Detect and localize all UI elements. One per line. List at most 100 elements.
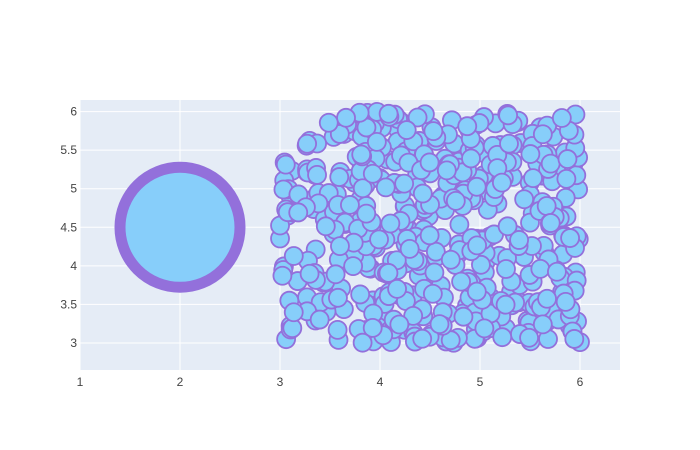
small-marker xyxy=(366,131,387,152)
small-marker xyxy=(315,216,336,237)
large-marker xyxy=(114,161,246,293)
small-marker xyxy=(466,281,487,302)
small-marker xyxy=(325,264,346,285)
y-tick-label: 6 xyxy=(70,105,77,119)
y-tick-label: 3 xyxy=(70,336,77,350)
small-marker xyxy=(436,160,457,181)
small-marker xyxy=(318,112,339,133)
small-marker xyxy=(492,327,513,348)
small-marker xyxy=(498,105,519,126)
small-marker xyxy=(351,144,372,165)
small-marker xyxy=(378,103,399,124)
small-marker xyxy=(283,246,304,266)
small-marker xyxy=(537,288,557,309)
small-marker xyxy=(343,256,364,277)
small-marker xyxy=(275,154,296,175)
small-marker xyxy=(307,165,327,185)
small-marker xyxy=(514,189,535,210)
small-marker xyxy=(424,262,445,283)
small-marker xyxy=(412,328,433,349)
small-marker xyxy=(362,318,383,338)
small-marker xyxy=(407,107,428,128)
small-marker xyxy=(540,213,561,233)
small-marker xyxy=(471,254,491,275)
x-tick-label: 2 xyxy=(177,375,184,389)
x-tick-label: 1 xyxy=(77,375,84,389)
small-marker xyxy=(474,318,495,339)
small-marker xyxy=(532,314,553,335)
small-marker xyxy=(453,306,474,327)
small-marker xyxy=(466,176,487,197)
small-marker xyxy=(362,163,383,184)
small-marker xyxy=(555,291,576,312)
x-tick-label: 6 xyxy=(577,375,584,389)
small-marker xyxy=(564,329,585,349)
small-marker xyxy=(461,148,481,169)
small-marker xyxy=(496,259,516,279)
small-marker xyxy=(451,271,471,292)
small-marker xyxy=(556,168,577,189)
small-marker xyxy=(327,319,348,340)
small-marker xyxy=(350,284,371,305)
small-marker xyxy=(394,173,415,194)
small-marker xyxy=(457,116,478,137)
small-marker xyxy=(378,263,399,283)
small-marker xyxy=(557,149,578,169)
small-marker xyxy=(288,202,309,223)
small-marker xyxy=(497,216,518,237)
small-marker xyxy=(530,258,551,279)
data-points xyxy=(114,101,590,353)
y-tick-label: 3.5 xyxy=(60,297,77,311)
small-marker xyxy=(467,235,488,256)
small-marker xyxy=(412,183,433,204)
small-marker xyxy=(419,152,440,173)
y-tick-label: 5 xyxy=(70,182,77,196)
small-marker xyxy=(356,203,377,224)
small-marker xyxy=(309,309,330,330)
small-marker xyxy=(272,265,293,286)
small-marker xyxy=(491,172,512,193)
small-marker xyxy=(297,133,318,154)
small-marker xyxy=(399,238,420,259)
small-marker xyxy=(387,278,407,299)
small-marker xyxy=(445,190,466,211)
y-tick-label: 4.5 xyxy=(60,220,77,234)
small-marker xyxy=(329,167,350,187)
small-marker xyxy=(429,314,450,334)
small-marker xyxy=(523,168,543,189)
small-marker xyxy=(352,178,373,199)
small-marker xyxy=(499,133,519,154)
small-marker xyxy=(540,153,561,174)
small-marker xyxy=(369,229,389,250)
small-marker xyxy=(422,283,443,304)
small-marker xyxy=(389,314,410,335)
x-tick-label: 4 xyxy=(377,375,384,389)
small-marker xyxy=(352,332,373,353)
x-tick-label: 5 xyxy=(477,375,484,389)
small-marker xyxy=(380,213,401,234)
x-axis-ticks: 1 2 3 4 5 6 xyxy=(77,375,584,389)
small-marker xyxy=(423,121,444,142)
small-marker xyxy=(519,327,539,348)
small-marker xyxy=(547,261,567,282)
y-tick-label: 4 xyxy=(70,259,77,273)
small-marker xyxy=(536,196,557,216)
small-marker xyxy=(330,236,350,257)
small-marker xyxy=(328,287,348,308)
small-marker xyxy=(336,107,356,128)
small-marker xyxy=(375,177,396,198)
small-marker xyxy=(520,144,541,164)
small-marker xyxy=(283,302,304,323)
small-marker xyxy=(419,225,440,246)
y-tick-label: 5.5 xyxy=(60,143,77,157)
small-marker xyxy=(509,230,529,250)
small-marker xyxy=(560,228,580,248)
small-marker xyxy=(396,120,417,140)
small-marker xyxy=(449,214,470,235)
x-tick-label: 3 xyxy=(277,375,284,389)
small-marker xyxy=(495,294,516,315)
small-marker xyxy=(299,263,320,284)
small-marker xyxy=(551,108,572,128)
small-marker xyxy=(440,249,461,270)
